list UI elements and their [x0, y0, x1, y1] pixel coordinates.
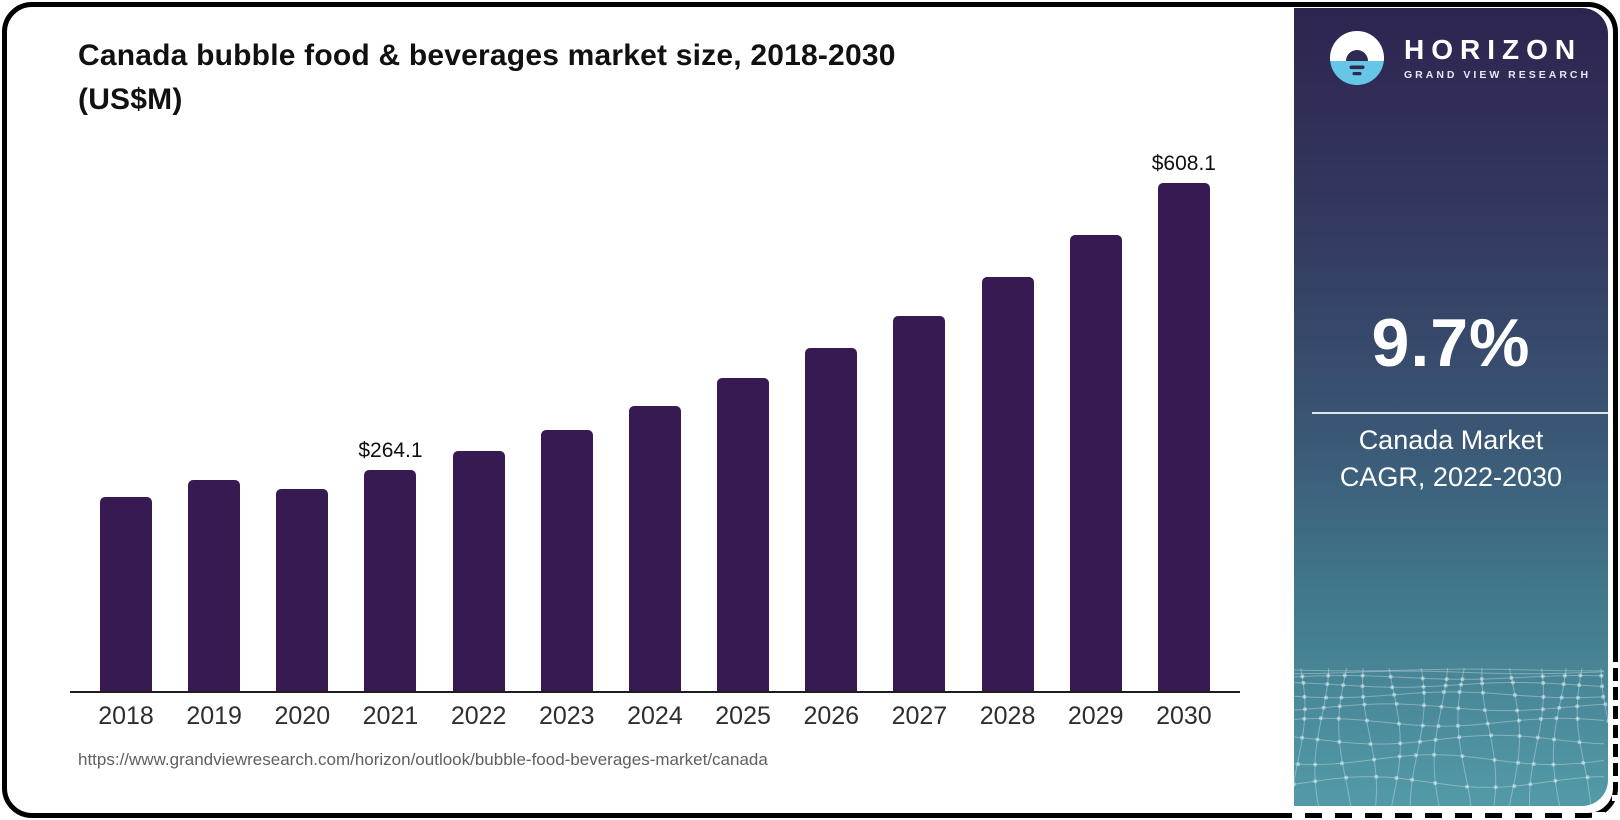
- right-edge-dashes: [1612, 662, 1618, 810]
- bar-column-2024: [611, 406, 699, 691]
- bar-2019: [188, 480, 241, 691]
- x-tick-label-2027: 2027: [891, 702, 948, 730]
- bar-2022: [452, 451, 505, 691]
- horizon-sunrise-icon: [1330, 31, 1384, 85]
- x-tick-label-2022: 2022: [450, 702, 507, 730]
- x-tick-label-2030: 2030: [1156, 702, 1212, 730]
- bar-column-2020: [258, 489, 346, 691]
- bar-column-2018: [82, 497, 170, 691]
- x-tick-label-2026: 2026: [803, 702, 860, 730]
- x-tick-label-2029: 2029: [1067, 702, 1124, 730]
- bar-2024: [628, 406, 681, 691]
- bottom-edge-dashes: [1292, 812, 1610, 818]
- bar-column-2028: [964, 276, 1052, 691]
- cagr-label: Canada Market CAGR, 2022-2030: [1294, 422, 1608, 496]
- x-axis-labels: 2018 2019 2020 2021 2022 2023 2024 2025 2026 2027…: [70, 702, 1240, 731]
- bar-2030: [1157, 183, 1210, 691]
- cagr-label-line1: Canada Market: [1358, 425, 1544, 455]
- x-tick-label-2021: 2021: [362, 702, 419, 730]
- brand-text: HORIZON GRAND VIEW RESEARCH: [1404, 34, 1592, 82]
- bar-2020: [276, 489, 329, 691]
- x-tick-label-2028: 2028: [979, 702, 1036, 730]
- x-tick-label-2024: 2024: [627, 702, 683, 730]
- bar-column-2030: $608.1: [1140, 152, 1228, 691]
- bar-column-2027: [875, 316, 963, 691]
- bar-value-label-2021: $264.1: [358, 439, 423, 463]
- cagr-label-line2: CAGR, 2022-2030: [1339, 462, 1563, 492]
- chart-title: Canada bubble food & beverages market si…: [78, 34, 1218, 122]
- x-tick-label-2023: 2023: [538, 702, 595, 730]
- bar-2021: [364, 470, 417, 691]
- bar-2023: [540, 430, 593, 691]
- bar-column-2021: $264.1: [346, 439, 434, 691]
- x-tick-label-2020: 2020: [274, 702, 331, 730]
- bar-column-2019: [170, 480, 258, 691]
- bar-2027: [893, 316, 946, 691]
- stat-divider: [1312, 412, 1608, 414]
- chart-title-line1: Canada bubble food & beverages market si…: [78, 39, 896, 72]
- x-tick-label-2018: 2018: [98, 702, 154, 730]
- x-tick-label-2025: 2025: [715, 702, 771, 730]
- bar-2026: [805, 348, 858, 691]
- sidebar-card: HORIZON GRAND VIEW RESEARCH 9.7% Canada …: [1294, 8, 1608, 806]
- bar-column-2022: [435, 451, 523, 691]
- bar-column-2025: [699, 378, 787, 691]
- cagr-value: 9.7%: [1371, 305, 1531, 381]
- chart-title-line2: (US$M): [78, 83, 183, 116]
- bar-2025: [717, 378, 770, 691]
- source-url: https://www.grandviewresearch.com/horizo…: [78, 750, 768, 769]
- bar-2029: [1069, 234, 1122, 691]
- bar-column-2029: [1052, 234, 1140, 691]
- bar-value-label-2030: $608.1: [1151, 152, 1216, 175]
- bar-chart: $264.1 $608.1 2018 2019 2020 2021 2022 2023 202…: [70, 140, 1240, 730]
- brand-logo: HORIZON GRAND VIEW RESEARCH: [1330, 31, 1588, 85]
- bars-row: $264.1 $608.1: [70, 140, 1240, 693]
- mesh-pattern: [1294, 654, 1608, 806]
- bar-column-2026: [787, 348, 875, 691]
- x-tick-label-2019: 2019: [186, 702, 242, 730]
- brand-name: HORIZON: [1404, 34, 1583, 65]
- brand-subtitle: GRAND VIEW RESEARCH: [1404, 69, 1592, 81]
- bar-column-2023: [523, 430, 611, 691]
- bar-2018: [100, 497, 152, 691]
- bar-2028: [981, 276, 1034, 691]
